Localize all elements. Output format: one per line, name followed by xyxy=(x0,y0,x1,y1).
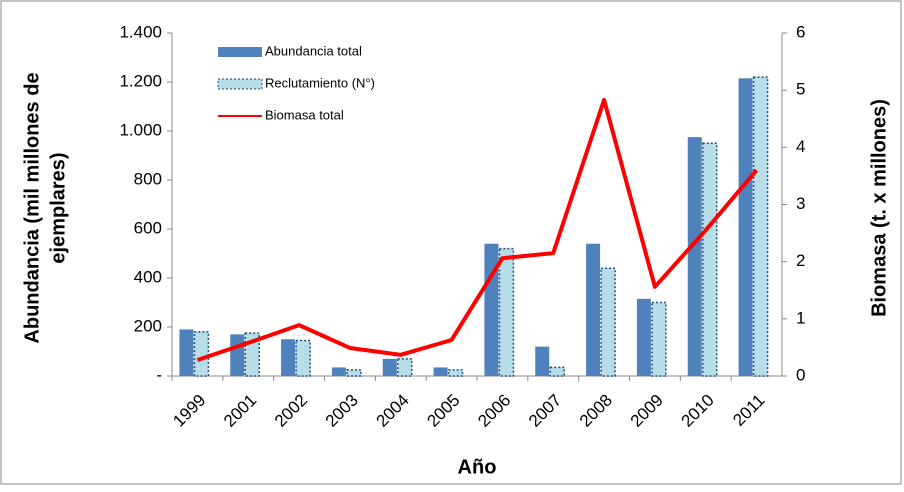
bar xyxy=(433,367,448,376)
legend-label: Reclutamiento (N°) xyxy=(265,75,375,90)
bar xyxy=(651,301,667,377)
bar xyxy=(636,298,651,376)
bar xyxy=(382,358,397,376)
line xyxy=(196,97,759,362)
bar xyxy=(687,137,702,376)
bar xyxy=(535,346,550,376)
bar xyxy=(586,243,601,376)
bar xyxy=(179,329,194,376)
y2-tick-label: 3 xyxy=(796,194,805,213)
y-tick-label: 1.400 xyxy=(119,22,162,41)
bar xyxy=(447,369,464,377)
y2-axis-title: Biomasa (t. x millones) xyxy=(868,99,890,317)
bar xyxy=(193,331,210,377)
y2-tick-label: 2 xyxy=(796,251,805,270)
legend-label: Biomasa total xyxy=(265,107,344,122)
y-tick-label: 400 xyxy=(134,267,162,286)
y-tick-label: - xyxy=(156,365,162,384)
bar xyxy=(752,76,769,377)
y2-tick-label: 5 xyxy=(796,80,805,99)
y-tick-label: 1.200 xyxy=(119,71,162,90)
bar xyxy=(331,367,346,376)
bar xyxy=(498,247,515,377)
bar xyxy=(346,369,362,377)
bar xyxy=(549,366,565,377)
y-tick-label: 800 xyxy=(134,169,162,188)
x-axis-title: Año xyxy=(458,456,497,478)
y-axis-title: ejemplares) xyxy=(47,152,69,263)
y2-tick-label: 0 xyxy=(796,365,805,384)
bar xyxy=(738,78,753,376)
bar xyxy=(295,339,311,377)
bar xyxy=(397,358,413,377)
bar xyxy=(484,243,499,376)
bar xyxy=(281,339,296,376)
legend-swatch xyxy=(217,78,263,90)
y2-tick-label: 6 xyxy=(796,22,805,41)
y-axis-title: Abundancia (mil millones de xyxy=(21,72,43,343)
legend-swatch xyxy=(218,47,262,57)
y-tick-label: 600 xyxy=(134,218,162,237)
legend-label: Abundancia total xyxy=(265,43,362,58)
bar xyxy=(702,142,718,377)
y-tick-label: 200 xyxy=(134,316,162,335)
bar xyxy=(600,267,616,377)
y-tick-label: 1.000 xyxy=(119,120,162,139)
bar xyxy=(230,334,245,376)
y2-tick-label: 4 xyxy=(796,137,805,156)
y2-tick-label: 1 xyxy=(796,308,805,327)
